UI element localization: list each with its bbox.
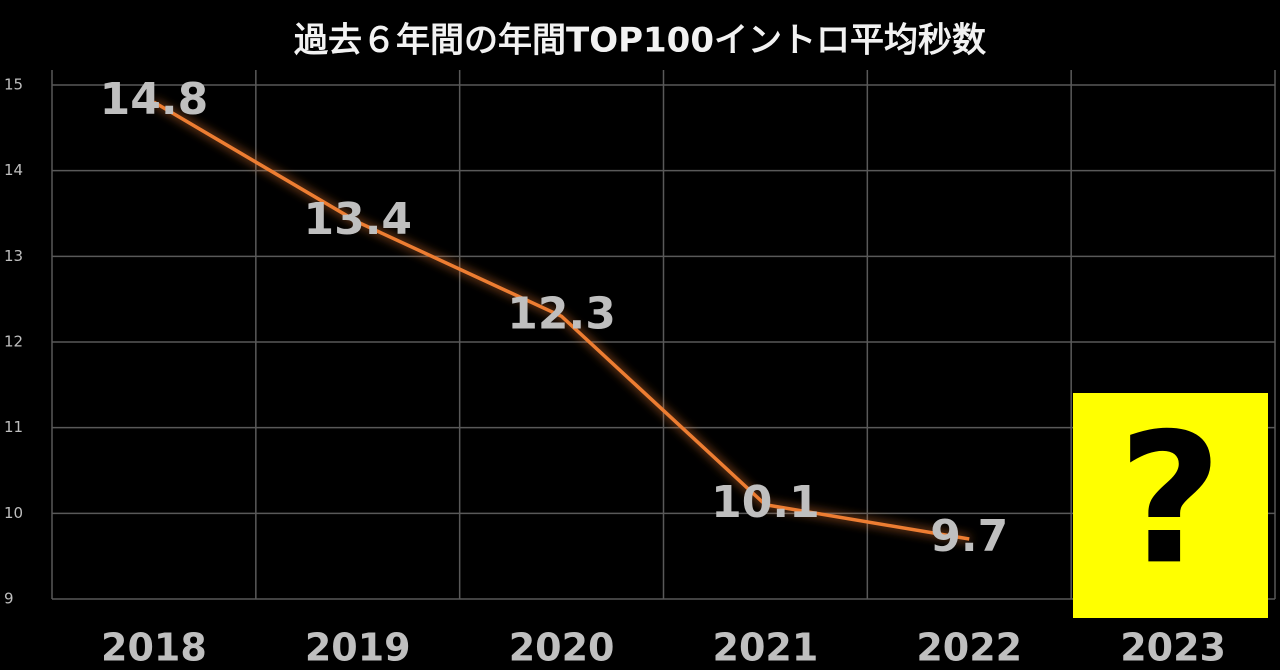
data-label: 12.3 xyxy=(507,288,616,339)
data-label: 13.4 xyxy=(303,194,412,245)
y-tick-label: 11 xyxy=(4,418,23,436)
y-tick-label: 13 xyxy=(4,247,23,265)
data-label: 14.8 xyxy=(100,74,209,125)
annotation-box xyxy=(1073,393,1268,618)
data-label: 10.1 xyxy=(711,477,820,528)
chart-title: 過去６年間の年間TOP100イントロ平均秒数 xyxy=(294,21,986,61)
y-tick-label: 9 xyxy=(4,590,14,608)
y-tick-label: 15 xyxy=(4,76,23,94)
x-tick-label: 2022 xyxy=(916,626,1022,670)
series-line xyxy=(153,100,970,541)
y-tick-label: 12 xyxy=(4,333,23,351)
x-tick-label: 2020 xyxy=(509,626,615,670)
x-tick-label: 2018 xyxy=(101,626,207,670)
x-tick-label: 2021 xyxy=(713,626,819,670)
y-tick-label: 10 xyxy=(4,504,23,522)
y-tick-label: 14 xyxy=(4,161,23,179)
data-label: 9.7 xyxy=(930,511,1008,562)
x-tick-label: 2019 xyxy=(305,626,411,670)
annotation-text: ? xyxy=(1118,395,1222,604)
x-tick-label: 2023 xyxy=(1120,626,1226,670)
